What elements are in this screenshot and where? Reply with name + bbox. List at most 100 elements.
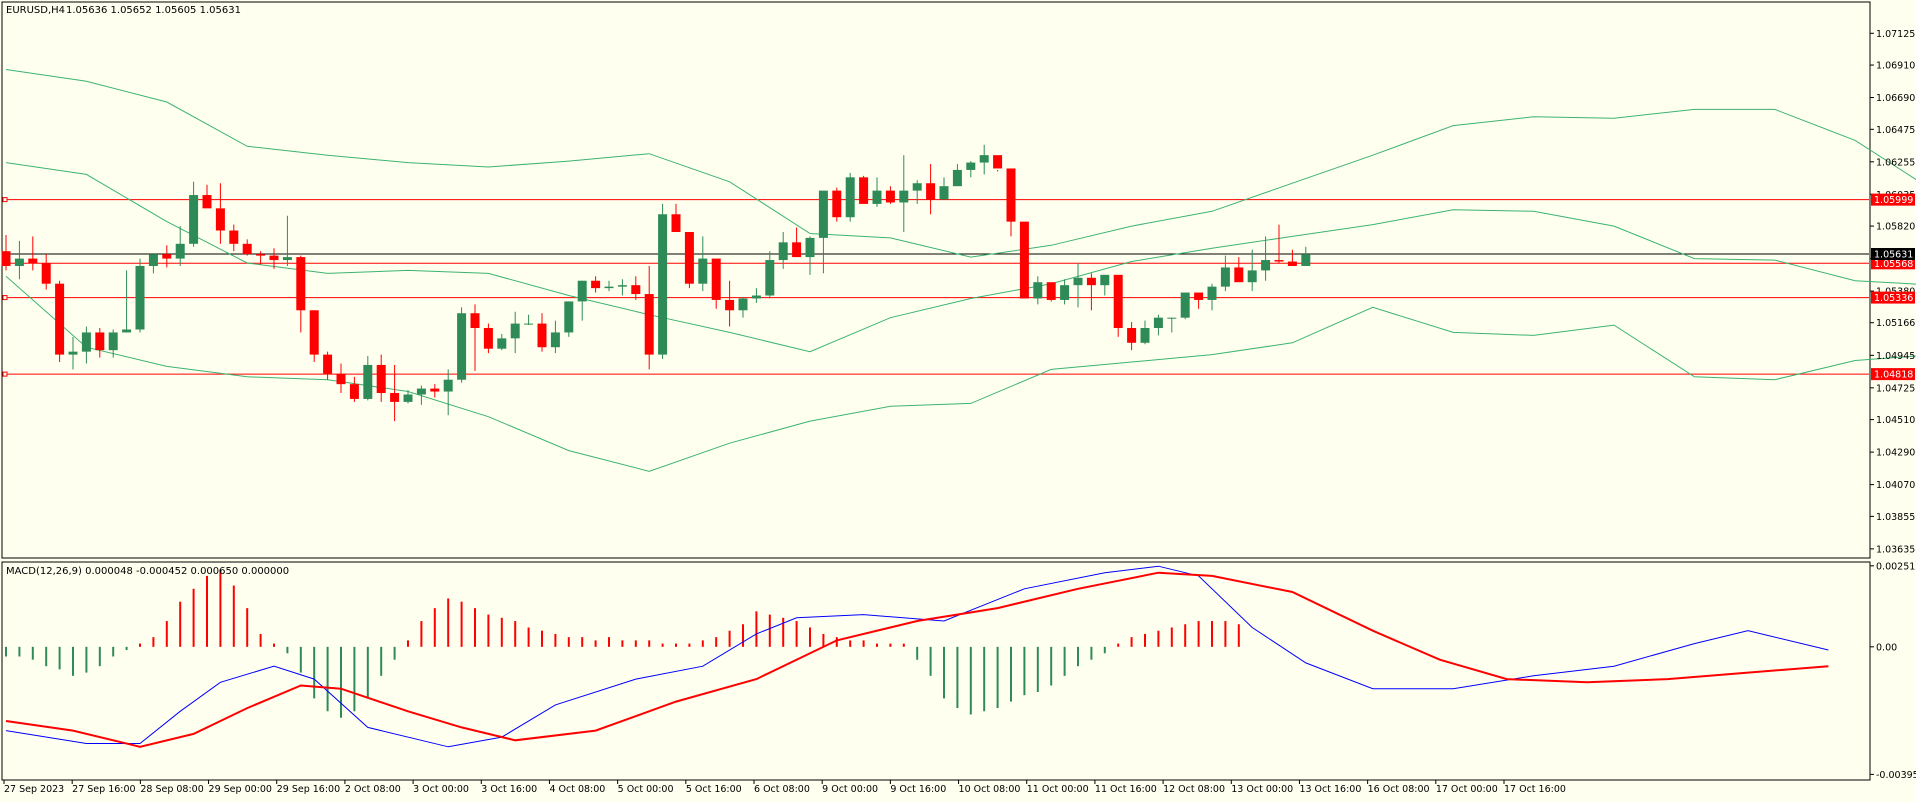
candle <box>68 336 78 370</box>
candle-body <box>631 285 641 295</box>
price-y-tick-label: 1.04070 <box>1876 480 1915 491</box>
candle-body <box>1234 267 1244 283</box>
candle-body <box>1060 285 1070 300</box>
candle <box>229 224 239 252</box>
time-tick-label: 9 Oct 00:00 <box>822 784 878 795</box>
candle <box>1019 221 1029 299</box>
candle <box>1301 246 1311 266</box>
candle <box>1100 274 1110 296</box>
candle <box>242 239 252 256</box>
candle-body <box>845 177 855 218</box>
candle <box>28 236 38 271</box>
candle <box>416 385 426 405</box>
candle <box>122 270 132 333</box>
candle-body <box>242 243 252 255</box>
candle <box>390 364 400 422</box>
candle-body <box>323 354 333 374</box>
candle-body <box>215 208 225 231</box>
candle <box>792 227 802 258</box>
candle-body <box>993 155 1003 169</box>
time-tick-label: 29 Sep 00:00 <box>209 784 272 795</box>
candle <box>778 231 788 269</box>
time-tick-label: 5 Oct 00:00 <box>618 784 674 795</box>
candle <box>296 255 306 333</box>
candle <box>148 254 158 274</box>
candle <box>1194 292 1204 309</box>
candle-body <box>698 258 708 284</box>
candle-body <box>81 332 91 352</box>
candle-body <box>202 195 212 209</box>
candle-body <box>1086 277 1096 286</box>
candle <box>537 313 547 352</box>
candle-body <box>282 257 292 261</box>
candle-body <box>1220 267 1230 287</box>
candle-body <box>122 329 132 333</box>
candle-body <box>1167 317 1177 319</box>
candle-body <box>1287 261 1297 266</box>
candle-body <box>1100 274 1110 286</box>
level-tag <box>1871 291 1915 304</box>
candle <box>993 155 1003 172</box>
candle-body <box>1006 168 1016 222</box>
candle <box>550 320 560 354</box>
macd-line <box>5 565 1829 748</box>
candle-body <box>1153 317 1163 329</box>
time-axis: 27 Sep 2023 27 Sep 16:00 28 Sep 08:00 29 Se… <box>3 780 1566 795</box>
candle <box>765 251 775 299</box>
candle-body <box>658 214 668 355</box>
candle-body <box>684 231 694 284</box>
time-tick-label: 17 Oct 16:00 <box>1504 784 1566 795</box>
price-y-tick-label: 1.04290 <box>1876 448 1915 459</box>
price-pane-frame <box>1 1 1871 559</box>
candle-body <box>524 323 534 325</box>
candle <box>269 248 279 269</box>
candle <box>430 384 440 398</box>
candle <box>363 356 373 401</box>
candle <box>805 236 815 275</box>
candle-body <box>1113 274 1123 329</box>
candle-body <box>591 280 601 289</box>
candle <box>1113 274 1123 337</box>
candle <box>135 258 145 333</box>
bollinger-upper <box>5 69 1916 258</box>
candle-body <box>1207 286 1217 300</box>
price-y-tick-label: 1.04725 <box>1876 383 1915 394</box>
candle <box>202 184 212 209</box>
candle <box>215 183 225 244</box>
candle-body <box>430 388 440 392</box>
time-tick-label: 11 Oct 16:00 <box>1095 784 1157 795</box>
time-tick-label: 13 Oct 16:00 <box>1299 784 1361 795</box>
candle <box>1167 317 1177 333</box>
candle <box>376 354 386 402</box>
candles <box>1 144 1311 422</box>
macd-y-tick-label: 0.00 <box>1876 642 1897 653</box>
candle <box>175 226 185 266</box>
candle-body <box>41 263 51 284</box>
candle-body <box>792 242 802 258</box>
candle-body <box>135 265 145 330</box>
time-tick-label: 29 Sep 16:00 <box>277 784 340 795</box>
candle-body <box>805 237 815 258</box>
candle <box>725 280 735 327</box>
candle-body <box>725 299 735 311</box>
candle-body <box>510 323 520 339</box>
candle <box>483 323 493 354</box>
candle-body <box>336 373 346 385</box>
candle-body <box>1140 328 1150 343</box>
time-tick-label: 6 Oct 08:00 <box>754 784 810 795</box>
candle-body <box>872 190 882 204</box>
price-y-tick-label: 1.05820 <box>1876 222 1915 233</box>
candle-body <box>537 323 547 348</box>
candle <box>510 311 520 354</box>
candle-body <box>926 183 936 200</box>
candle <box>859 175 869 204</box>
candle <box>457 307 467 383</box>
macd-y-axis: 0.002512 0.00 -0.003957 <box>1870 561 1916 781</box>
candle <box>282 215 292 266</box>
candle <box>1220 255 1230 292</box>
level-tag-label: 1.05568 <box>1874 259 1913 270</box>
macd-pane-frame <box>1 561 1871 781</box>
candle-body <box>363 364 373 399</box>
level-tag <box>1871 257 1915 270</box>
candle <box>738 296 748 318</box>
